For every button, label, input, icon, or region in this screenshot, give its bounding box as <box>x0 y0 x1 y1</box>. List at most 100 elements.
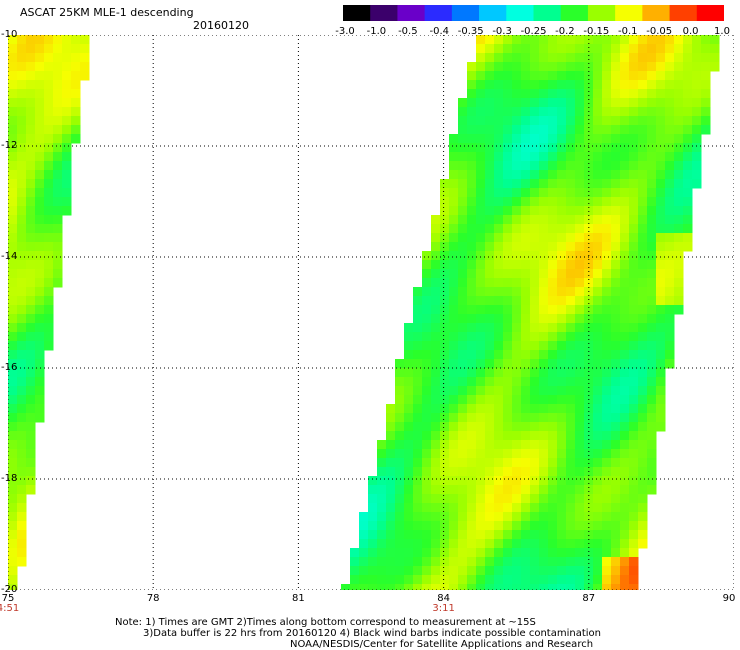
swath-cell <box>593 368 603 378</box>
swath-cell <box>629 422 639 432</box>
swath-cell <box>611 368 621 378</box>
swath-cell <box>8 260 18 270</box>
swath-cell <box>521 521 531 531</box>
swath-cell <box>584 269 594 279</box>
swath-cell <box>494 107 504 117</box>
swath-cell <box>620 584 630 590</box>
swath-cell <box>17 548 27 558</box>
swath-cell <box>368 584 378 590</box>
swath-cell <box>26 368 36 378</box>
swath-cell <box>638 431 648 441</box>
swath-cell <box>692 98 702 108</box>
swath-cell <box>548 314 558 324</box>
swath-cell <box>494 332 504 342</box>
swath-cell <box>440 287 450 297</box>
swath-cell <box>440 584 450 590</box>
swath-cell <box>440 440 450 450</box>
swath-cell <box>584 404 594 414</box>
swath-cell <box>26 197 36 207</box>
swath-cell <box>575 251 585 261</box>
swath-cell <box>26 89 36 99</box>
swath-cell <box>485 440 495 450</box>
swath-cell <box>620 386 630 396</box>
swath-cell <box>539 377 549 387</box>
swath-cell <box>620 125 630 135</box>
swath-cell <box>71 80 81 90</box>
swath-cell <box>8 197 18 207</box>
swath-cell <box>521 107 531 117</box>
swath-cell <box>467 170 477 180</box>
swath-cell <box>431 539 441 549</box>
swath-cell <box>539 116 549 126</box>
swath-cell <box>485 422 495 432</box>
swath-cell <box>683 44 693 54</box>
swath-cell <box>413 440 423 450</box>
swath-cell <box>431 332 441 342</box>
swath-cell <box>359 530 369 540</box>
swath-cell <box>8 161 18 171</box>
swath-cell <box>575 35 585 45</box>
swath-cell <box>8 179 18 189</box>
swath-cell <box>611 341 621 351</box>
swath-cell <box>26 161 36 171</box>
swath-cell <box>539 359 549 369</box>
swath-cell <box>422 485 432 495</box>
swath-cell <box>692 35 702 45</box>
swath-cell <box>17 215 27 225</box>
swath-cell <box>503 242 513 252</box>
lat-label: -12 <box>1 140 18 151</box>
swath-cell <box>548 359 558 369</box>
colorbar-label: 0.0 <box>682 26 699 37</box>
swath-cell <box>620 359 630 369</box>
swath-cell <box>413 530 423 540</box>
swath-cell <box>26 71 36 81</box>
swath-cell <box>557 134 567 144</box>
swath-cell <box>566 557 576 567</box>
swath-cell <box>485 125 495 135</box>
swath-cell <box>593 35 603 45</box>
swath-cell <box>35 278 45 288</box>
swath-cell <box>674 35 684 45</box>
swath-cell <box>521 269 531 279</box>
swath-cell <box>584 53 594 63</box>
lon-label: 84 <box>437 593 450 604</box>
swath-cell <box>53 233 63 243</box>
swath-cell <box>521 440 531 450</box>
swath-cell <box>458 530 468 540</box>
swath-cell <box>548 206 558 216</box>
swath-cell <box>647 350 657 360</box>
swath-cell <box>647 332 657 342</box>
swath-cell <box>449 548 459 558</box>
swath-cell <box>530 584 540 590</box>
swath-cell <box>575 224 585 234</box>
swath-cell <box>431 467 441 477</box>
swath-cell <box>683 233 693 243</box>
swath-cell <box>611 332 621 342</box>
swath-cell <box>530 395 540 405</box>
swath-cell <box>8 116 18 126</box>
swath-cell <box>377 494 387 504</box>
swath-cell <box>368 557 378 567</box>
swath-cell <box>467 179 477 189</box>
swath-cell <box>530 566 540 576</box>
swath-cell <box>521 278 531 288</box>
swath-cell <box>638 314 648 324</box>
swath-cell <box>548 215 558 225</box>
swath-cell <box>521 260 531 270</box>
swath-cell <box>566 494 576 504</box>
swath-cell <box>485 296 495 306</box>
swath-cell <box>35 188 45 198</box>
swath-cell <box>485 242 495 252</box>
swath-cell <box>521 152 531 162</box>
swath-cell <box>485 323 495 333</box>
swath-cell <box>647 296 657 306</box>
swath-cell <box>674 296 684 306</box>
swath-cell <box>566 440 576 450</box>
swath-cell <box>629 323 639 333</box>
swath-cell <box>602 71 612 81</box>
swath-cell <box>530 242 540 252</box>
swath-cell <box>449 449 459 459</box>
swath-cell <box>584 530 594 540</box>
swath-cell <box>62 80 72 90</box>
swath-cell <box>611 449 621 459</box>
